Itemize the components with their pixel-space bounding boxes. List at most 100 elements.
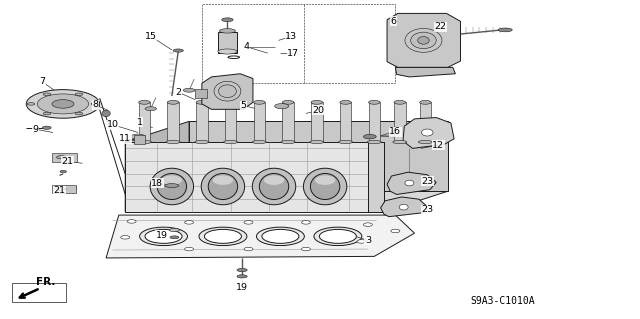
Ellipse shape (157, 174, 186, 199)
Text: 12: 12 (432, 141, 444, 150)
Ellipse shape (301, 221, 310, 224)
Ellipse shape (311, 100, 323, 104)
Text: 22: 22 (434, 22, 446, 31)
Ellipse shape (183, 88, 195, 92)
Text: 6: 6 (390, 17, 396, 26)
Text: 23: 23 (421, 177, 433, 186)
Bar (394, 102, 406, 142)
Bar (52, 152, 77, 162)
Ellipse shape (212, 175, 233, 185)
Bar (202, 4, 396, 83)
Ellipse shape (168, 100, 179, 104)
Polygon shape (396, 67, 456, 77)
Ellipse shape (165, 184, 179, 188)
Ellipse shape (204, 229, 241, 243)
Ellipse shape (310, 174, 340, 199)
Ellipse shape (195, 140, 209, 144)
Text: 8: 8 (92, 100, 98, 109)
Ellipse shape (281, 140, 295, 144)
Polygon shape (125, 142, 384, 212)
Text: 18: 18 (151, 179, 163, 188)
Text: 5: 5 (241, 101, 246, 110)
Ellipse shape (220, 29, 236, 33)
Ellipse shape (75, 93, 83, 96)
Bar (311, 102, 323, 142)
Text: 19: 19 (236, 283, 248, 292)
Text: 3: 3 (365, 236, 371, 245)
Ellipse shape (218, 49, 237, 54)
Polygon shape (387, 172, 436, 195)
Ellipse shape (184, 247, 193, 251)
Ellipse shape (418, 37, 429, 44)
Ellipse shape (43, 93, 51, 96)
Ellipse shape (150, 168, 193, 205)
Bar (282, 102, 294, 142)
Ellipse shape (27, 103, 35, 105)
Bar (195, 89, 207, 98)
Ellipse shape (43, 112, 51, 115)
Bar (134, 135, 145, 144)
Ellipse shape (75, 112, 83, 115)
Ellipse shape (252, 168, 296, 205)
Ellipse shape (42, 126, 51, 129)
Ellipse shape (262, 229, 299, 243)
Ellipse shape (253, 100, 265, 104)
Ellipse shape (140, 227, 188, 246)
Ellipse shape (139, 100, 150, 104)
Bar (196, 102, 207, 142)
Ellipse shape (201, 168, 244, 205)
Polygon shape (368, 142, 384, 212)
Ellipse shape (257, 227, 305, 246)
Ellipse shape (340, 100, 351, 104)
Ellipse shape (319, 229, 356, 243)
Ellipse shape (131, 134, 145, 139)
Polygon shape (125, 191, 448, 212)
Polygon shape (202, 74, 253, 109)
Ellipse shape (162, 175, 182, 185)
Text: 20: 20 (313, 106, 324, 115)
Bar (12, 283, 67, 302)
Polygon shape (106, 215, 415, 258)
Text: 23: 23 (421, 205, 433, 214)
Ellipse shape (52, 100, 74, 108)
Text: 19: 19 (156, 231, 168, 240)
Ellipse shape (357, 240, 366, 243)
Ellipse shape (121, 235, 130, 239)
Ellipse shape (60, 170, 67, 173)
Text: 11: 11 (119, 134, 131, 143)
Text: 4: 4 (244, 42, 250, 51)
Ellipse shape (367, 140, 381, 144)
Ellipse shape (170, 236, 179, 239)
Bar (218, 33, 237, 53)
Ellipse shape (301, 247, 310, 251)
Ellipse shape (145, 107, 157, 111)
Ellipse shape (244, 221, 253, 224)
Bar (420, 102, 431, 142)
Text: FR.: FR. (36, 277, 55, 286)
Polygon shape (189, 122, 448, 191)
Bar (253, 102, 265, 142)
Ellipse shape (259, 174, 289, 199)
Ellipse shape (411, 32, 436, 49)
Ellipse shape (391, 229, 400, 233)
Ellipse shape (237, 275, 247, 278)
Ellipse shape (264, 175, 284, 185)
Ellipse shape (138, 140, 152, 144)
Ellipse shape (56, 156, 66, 159)
Ellipse shape (228, 56, 239, 58)
Ellipse shape (314, 227, 362, 246)
Ellipse shape (405, 180, 414, 186)
Ellipse shape (102, 110, 110, 117)
Ellipse shape (225, 100, 236, 104)
Ellipse shape (26, 90, 100, 118)
Ellipse shape (310, 140, 324, 144)
Ellipse shape (37, 94, 89, 114)
Ellipse shape (393, 140, 407, 144)
Ellipse shape (56, 187, 66, 190)
Polygon shape (387, 13, 461, 67)
Ellipse shape (170, 228, 179, 232)
Bar (369, 102, 380, 142)
Text: 21: 21 (61, 157, 74, 166)
Ellipse shape (218, 85, 236, 98)
Ellipse shape (275, 104, 289, 109)
